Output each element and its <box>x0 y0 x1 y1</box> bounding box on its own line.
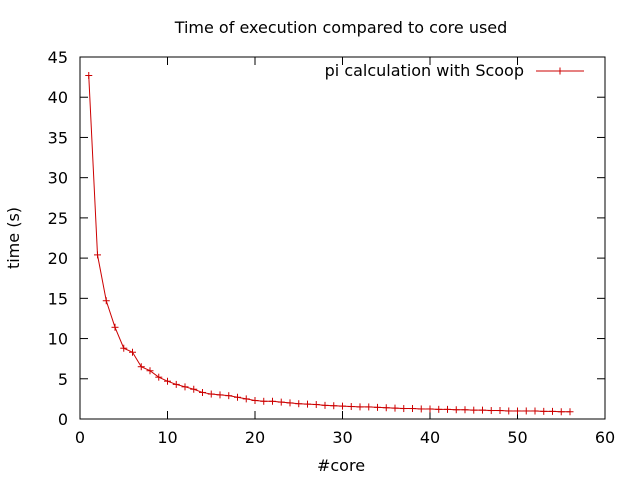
data-point <box>496 407 504 415</box>
data-point <box>260 397 268 405</box>
series-layer <box>85 72 574 416</box>
data-point <box>444 405 451 413</box>
data-point <box>487 407 495 415</box>
data-point <box>330 402 338 410</box>
data-point <box>479 406 486 414</box>
data-point <box>540 407 548 415</box>
data-point <box>295 400 303 408</box>
x-tick-labels: 0 10 20 30 40 50 60 <box>75 428 615 447</box>
x-axis-title: #core <box>317 456 365 475</box>
data-point <box>391 404 399 412</box>
data-point <box>137 363 145 371</box>
data-point <box>557 408 565 416</box>
data-point <box>251 396 259 404</box>
x-tick-label: 10 <box>157 428 177 447</box>
series-line <box>88 75 570 413</box>
y-axis-title: time (s) <box>4 207 23 269</box>
data-point <box>269 397 276 405</box>
data-point <box>277 398 285 406</box>
data-point <box>400 405 408 413</box>
data-point <box>417 405 425 413</box>
x-tick-label: 30 <box>332 428 352 447</box>
data-point <box>102 297 110 305</box>
data-point <box>522 407 530 415</box>
axis-ticks <box>79 56 606 420</box>
data-point <box>347 403 355 411</box>
y-tick-label: 45 <box>48 48 68 67</box>
data-point <box>120 344 128 352</box>
y-tick-labels: 0 5 10 15 20 25 30 35 40 45 <box>48 48 68 429</box>
data-point <box>409 405 416 413</box>
data-point <box>452 406 460 414</box>
data-point <box>242 395 250 403</box>
data-point <box>339 402 346 410</box>
data-point <box>190 385 198 393</box>
data-point <box>155 373 163 381</box>
data-point <box>470 406 478 414</box>
data-point <box>505 407 513 415</box>
data-point <box>172 380 180 388</box>
data-point <box>514 407 521 415</box>
y-tick-label: 30 <box>48 169 68 188</box>
data-point <box>164 377 171 385</box>
plot-frame <box>79 56 606 420</box>
data-point <box>207 390 215 398</box>
data-point <box>225 392 233 400</box>
y-tick-label: 40 <box>48 88 68 107</box>
data-point <box>216 391 224 399</box>
data-point <box>374 403 381 411</box>
data-point <box>199 388 206 396</box>
data-point <box>426 405 434 413</box>
legend: pi calculation with Scoop <box>325 61 584 80</box>
data-point <box>304 400 311 408</box>
x-tick-label: 60 <box>595 428 615 447</box>
x-tick-label: 50 <box>507 428 527 447</box>
data-point <box>111 323 119 331</box>
data-point <box>94 251 101 259</box>
y-tick-label: 35 <box>48 128 68 147</box>
x-tick-label: 20 <box>245 428 265 447</box>
y-tick-label: 20 <box>48 249 68 268</box>
x-tick-label: 0 <box>75 428 85 447</box>
data-point <box>129 348 136 356</box>
y-tick-label: 10 <box>48 330 68 349</box>
data-point <box>549 407 556 415</box>
data-point <box>365 403 373 411</box>
data-point <box>181 383 189 391</box>
data-point <box>435 405 443 413</box>
data-point <box>146 367 154 375</box>
data-point <box>286 399 294 407</box>
y-tick-label: 25 <box>48 209 68 228</box>
data-point <box>531 407 539 415</box>
x-tick-label: 40 <box>420 428 440 447</box>
chart-title: Time of execution compared to core used <box>174 18 508 37</box>
data-point <box>382 404 390 412</box>
legend-label: pi calculation with Scoop <box>325 61 524 80</box>
data-point <box>356 403 364 411</box>
data-point <box>312 401 320 409</box>
data-point <box>234 393 241 401</box>
data-point <box>566 408 574 416</box>
y-tick-label: 15 <box>48 289 68 308</box>
data-point <box>461 406 469 414</box>
data-point <box>85 72 93 80</box>
y-tick-label: 0 <box>58 410 68 429</box>
data-point <box>321 401 329 409</box>
y-tick-label: 5 <box>58 370 68 389</box>
legend-marker <box>556 67 564 75</box>
